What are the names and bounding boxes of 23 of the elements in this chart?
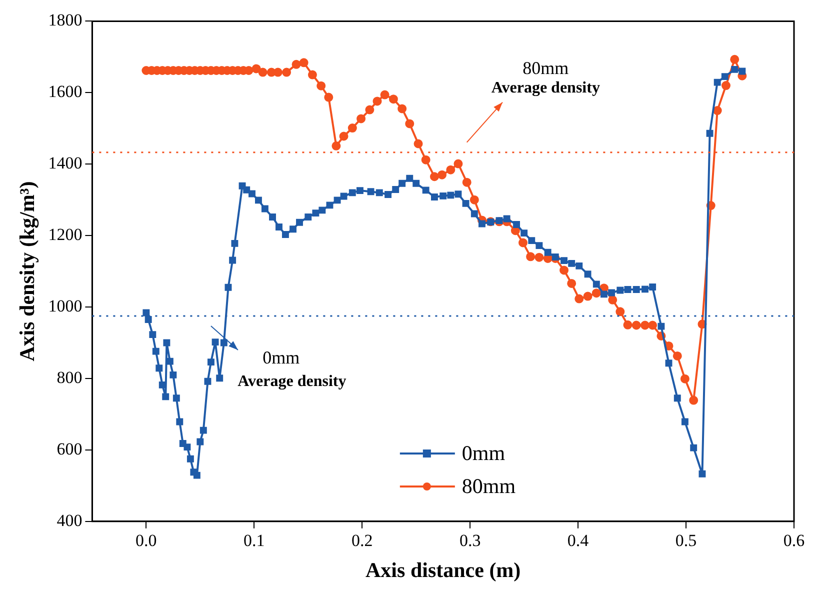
y-tick-label: 1000 bbox=[48, 296, 82, 316]
x-tick-label: 0.1 bbox=[244, 531, 265, 550]
annotation: Average density bbox=[238, 373, 346, 390]
y-tick-label: 1200 bbox=[48, 225, 82, 244]
y-tick-label: 1600 bbox=[48, 82, 82, 102]
legend-label: 0mm bbox=[462, 441, 506, 466]
x-tick-label: 0.2 bbox=[352, 531, 373, 550]
y-tick-label: 1400 bbox=[48, 154, 82, 173]
x-axis-title: Axis distance (m) bbox=[366, 558, 521, 582]
y-tick-label: 1800 bbox=[48, 10, 82, 30]
y-tick-label: 600 bbox=[56, 439, 82, 458]
annotation: Average density bbox=[491, 80, 600, 97]
y-tick-label: 400 bbox=[56, 510, 82, 530]
y-tick-label: 800 bbox=[56, 368, 82, 387]
x-tick-label: 0.0 bbox=[136, 531, 157, 550]
x-tick-label: 0.4 bbox=[567, 531, 590, 550]
y-axis-title: Axis density (kg/m³) bbox=[15, 181, 40, 362]
x-tick-label: 0.3 bbox=[459, 531, 481, 550]
annotation: 0mm bbox=[262, 348, 300, 368]
x-tick-label: 0.6 bbox=[783, 531, 805, 550]
x-tick-label: 0.5 bbox=[675, 531, 697, 550]
annotation: 80mm bbox=[522, 58, 569, 78]
legend-label: 80mm bbox=[462, 474, 516, 498]
